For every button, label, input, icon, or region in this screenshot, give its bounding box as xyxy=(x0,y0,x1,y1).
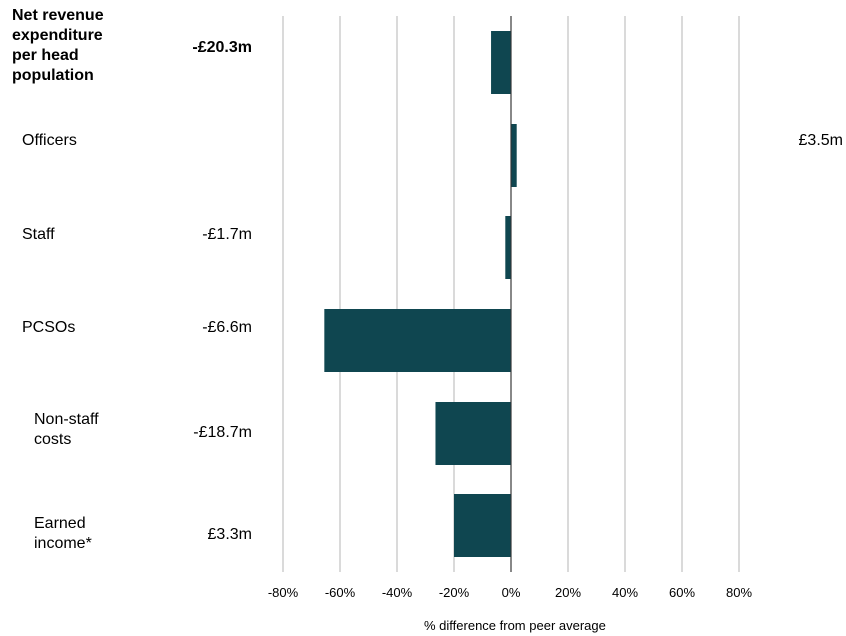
bar xyxy=(505,216,511,279)
value-label-staff: -£1.7m xyxy=(202,226,252,243)
x-tick-labels: -80% -60% -40% -20% 0% 20% 40% 60% 80% xyxy=(268,585,753,600)
category-label-earned-income: Earned income* xyxy=(34,515,92,552)
x-tick-label: 20% xyxy=(555,585,581,600)
value-label-non-staff-costs: -£18.7m xyxy=(193,424,252,441)
bar xyxy=(435,402,511,465)
category-label-staff: Staff xyxy=(22,226,55,243)
category-label-non-staff-costs: Non-staff costs xyxy=(34,411,99,448)
x-tick-label: 0% xyxy=(502,585,521,600)
x-tick-label: 60% xyxy=(669,585,695,600)
bar xyxy=(511,124,517,187)
x-tick-label: -20% xyxy=(439,585,470,600)
value-label-net-revenue: -£20.3m xyxy=(192,39,252,56)
bar xyxy=(491,31,511,94)
value-label-officers: £3.5m xyxy=(798,132,843,149)
value-label-pcsos: -£6.6m xyxy=(202,319,252,336)
x-tick-label: 80% xyxy=(726,585,752,600)
bar xyxy=(324,309,511,372)
x-tick-label: -60% xyxy=(325,585,356,600)
category-label-pcsos: PCSOs xyxy=(22,319,76,336)
x-tick-label: -40% xyxy=(382,585,413,600)
category-label-net-revenue: Net revenue expenditure per head populat… xyxy=(12,7,104,84)
x-axis-title: % difference from peer average xyxy=(424,618,606,633)
category-label-officers: Officers xyxy=(22,132,77,149)
bar xyxy=(454,494,511,557)
x-tick-label: 40% xyxy=(612,585,638,600)
value-label-earned-income: £3.3m xyxy=(207,526,252,543)
x-tick-label: -80% xyxy=(268,585,299,600)
bars xyxy=(324,16,517,572)
